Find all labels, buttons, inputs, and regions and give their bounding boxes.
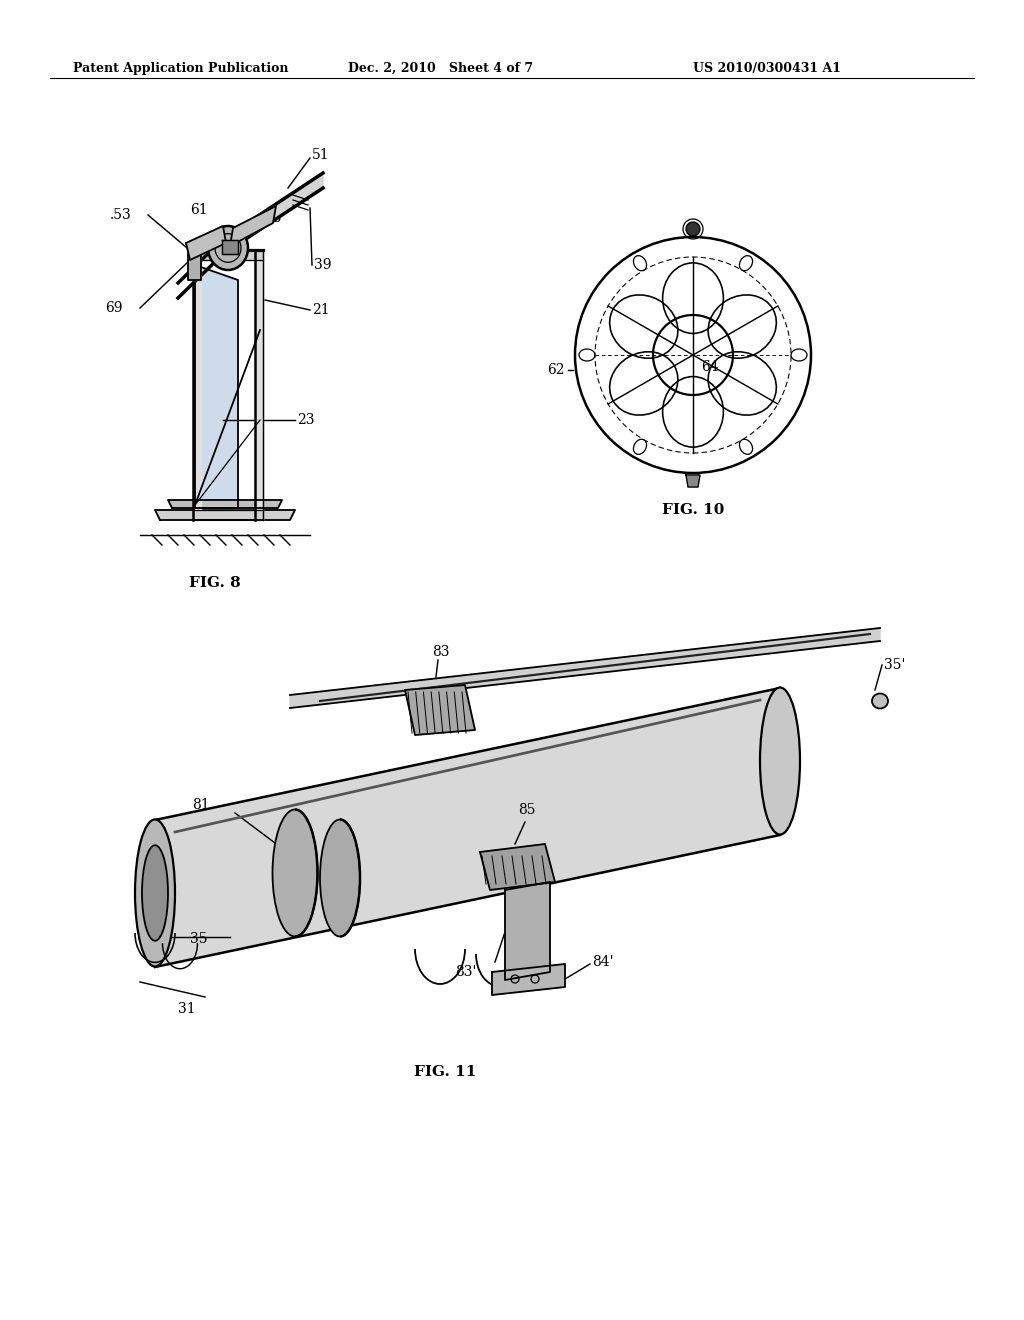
Text: 84': 84' xyxy=(592,954,613,969)
Text: 23: 23 xyxy=(297,413,314,426)
Polygon shape xyxy=(480,843,555,890)
Circle shape xyxy=(686,222,700,236)
Polygon shape xyxy=(255,249,263,520)
Ellipse shape xyxy=(208,226,248,271)
Ellipse shape xyxy=(142,845,168,941)
Text: FIG. 8: FIG. 8 xyxy=(189,576,241,590)
Ellipse shape xyxy=(272,809,317,936)
Polygon shape xyxy=(686,475,700,487)
Polygon shape xyxy=(193,249,201,520)
Polygon shape xyxy=(222,240,238,253)
Polygon shape xyxy=(290,628,880,708)
Polygon shape xyxy=(195,265,238,508)
Text: 83: 83 xyxy=(432,645,450,659)
Text: 39: 39 xyxy=(314,257,332,272)
Text: Dec. 2, 2010   Sheet 4 of 7: Dec. 2, 2010 Sheet 4 of 7 xyxy=(348,62,534,75)
Text: 64: 64 xyxy=(701,360,719,374)
Polygon shape xyxy=(168,500,282,508)
Text: 53': 53' xyxy=(265,211,287,224)
Polygon shape xyxy=(188,246,201,280)
Text: FIG. 11: FIG. 11 xyxy=(414,1065,476,1078)
Polygon shape xyxy=(193,510,263,520)
Text: 62: 62 xyxy=(547,363,564,378)
Ellipse shape xyxy=(135,820,175,966)
Polygon shape xyxy=(505,882,550,979)
Text: 83': 83' xyxy=(455,965,476,979)
Text: US 2010/0300431 A1: US 2010/0300431 A1 xyxy=(693,62,841,75)
Text: 35': 35' xyxy=(884,657,905,672)
Text: Patent Application Publication: Patent Application Publication xyxy=(73,62,289,75)
Polygon shape xyxy=(193,249,263,260)
Text: 35: 35 xyxy=(190,932,208,946)
Polygon shape xyxy=(155,510,295,520)
Polygon shape xyxy=(230,206,276,246)
Text: 69: 69 xyxy=(105,301,123,315)
Polygon shape xyxy=(155,688,780,968)
Text: 21: 21 xyxy=(312,304,330,317)
Polygon shape xyxy=(492,964,565,995)
Polygon shape xyxy=(406,685,475,735)
Polygon shape xyxy=(223,173,323,253)
Ellipse shape xyxy=(872,693,888,709)
Polygon shape xyxy=(186,226,226,260)
Text: 81: 81 xyxy=(193,799,210,812)
Text: 85: 85 xyxy=(518,803,536,817)
Text: 51: 51 xyxy=(312,148,330,162)
Ellipse shape xyxy=(319,820,360,936)
Ellipse shape xyxy=(760,688,800,834)
Text: 61: 61 xyxy=(190,203,208,216)
Text: 31: 31 xyxy=(178,1002,196,1016)
Text: FIG. 10: FIG. 10 xyxy=(662,503,724,517)
Text: .53: .53 xyxy=(110,209,132,222)
